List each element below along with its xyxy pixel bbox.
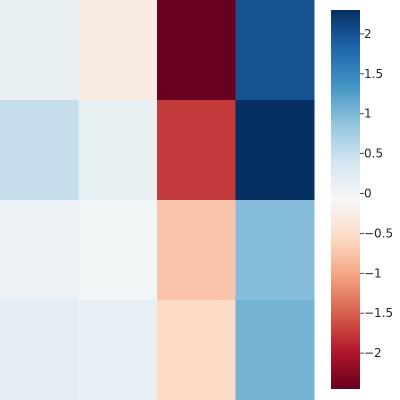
- colorbar: −2 −1.5 −1 −0.5 0 0.5 1 1.5 2: [331, 10, 393, 389]
- heatmap-cell-r0-c2: [157, 0, 236, 101]
- heatmap-cell-r2-c2: [157, 200, 236, 301]
- heatmap-cell-r2-c0: [0, 200, 79, 301]
- heatmap-cell-r1-c3: [235, 100, 315, 201]
- heatmap-cell-r0-c3: [235, 0, 315, 101]
- colorbar-ticks: −2 −1.5 −1 −0.5 0 0.5 1 1.5 2: [360, 27, 393, 360]
- colorbar-tick-label: −1.5: [364, 306, 393, 320]
- colorbar-tick-label: −2: [364, 346, 382, 360]
- heatmap-cell-r1-c1: [78, 100, 158, 201]
- heatmap-cell-r0-c1: [78, 0, 158, 101]
- colorbar-tick-label: 2: [364, 27, 372, 41]
- colorbar-tick-label: 0.5: [364, 147, 383, 161]
- heatmap-cell-r1-c2: [157, 100, 236, 201]
- heatmap-cell-r2-c3: [235, 200, 315, 301]
- colorbar-gradient: [331, 10, 360, 389]
- colorbar-tick-label: 0: [364, 187, 372, 201]
- colorbar-tick-label: 1: [364, 107, 372, 121]
- heatmap-cell-r3-c2: [157, 300, 236, 400]
- heatmap-cell-r3-c0: [0, 300, 79, 400]
- heatmap-cell-r1-c0: [0, 100, 79, 201]
- colorbar-tick-label: 1.5: [364, 67, 383, 81]
- heatmap-cell-r0-c0: [0, 0, 79, 101]
- colorbar-tick-label: −1: [364, 266, 382, 280]
- heatmap-cell-r2-c1: [78, 200, 158, 301]
- colorbar-tick-label: −0.5: [364, 226, 393, 240]
- heatmap-cells: [0, 0, 315, 400]
- heatmap-cell-r3-c1: [78, 300, 158, 400]
- heatmap-cell-r3-c3: [235, 300, 315, 400]
